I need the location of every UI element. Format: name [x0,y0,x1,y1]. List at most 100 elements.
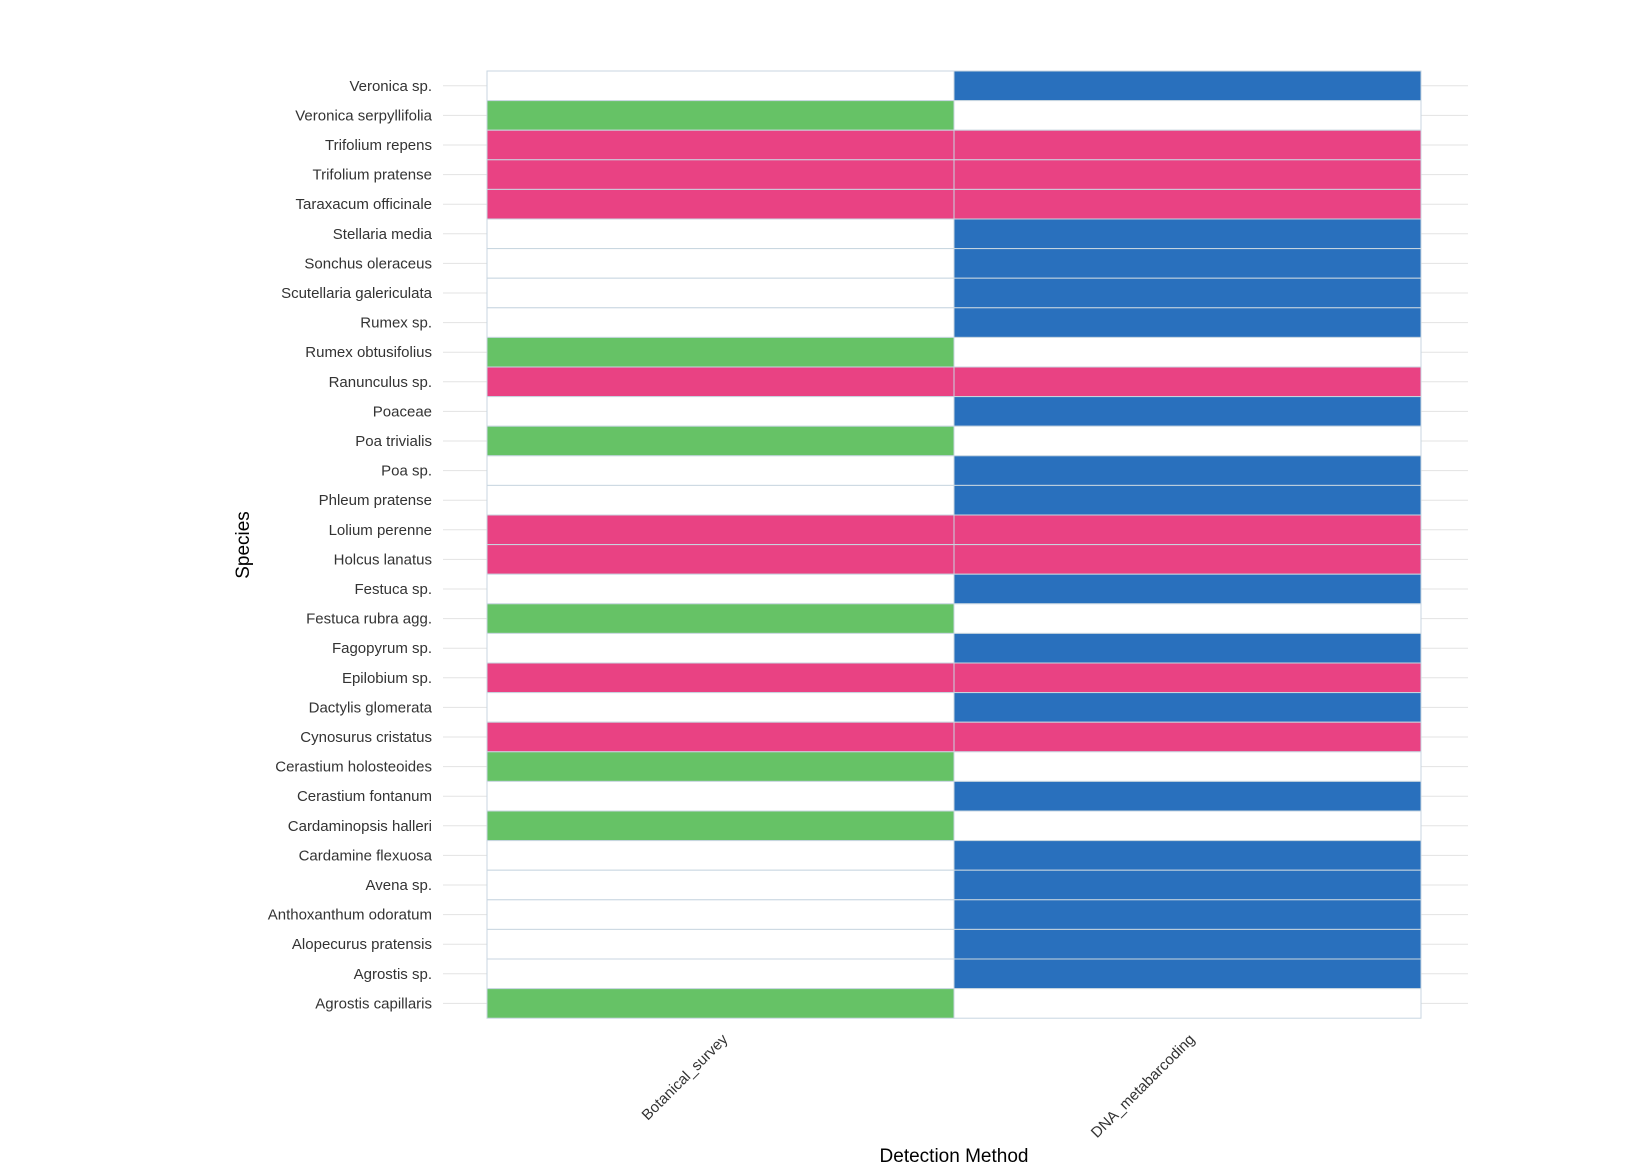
y-tick-label: Festuca sp. [354,581,432,598]
heatmap-cell [486,336,955,368]
x-tick-labels: Botanical_survey DNA_metabarcoding [639,1031,1199,1142]
heatmap-cell [953,484,1422,516]
y-tick-label: Cardamine flexuosa [299,847,433,864]
heatmap-cell [486,159,955,190]
heatmap-cell [486,958,955,990]
heatmap-cell [953,840,1422,871]
y-tick-label: Agrostis capillaris [315,995,432,1012]
heatmap-cell [486,100,955,131]
heatmap-cell [953,100,1422,131]
y-tick-label: Veronica serpyllifolia [295,107,432,124]
heatmap-cell [953,692,1422,723]
heatmap-cell [953,988,1422,1019]
heatmap-cell [486,514,955,546]
heatmap-cell [486,455,955,486]
heatmap-cell [953,70,1422,102]
y-tick-label: Fagopyrum sp. [332,640,432,657]
y-tick-label: Epilobium sp. [342,670,432,687]
y-tick-label: Trifolium pratense [313,167,433,184]
y-tick-label: Poaceae [373,403,432,420]
y-tick-label: Cerastium holosteoides [275,759,432,776]
y-axis-title: Species [233,511,254,579]
heatmap-cell [953,810,1422,842]
heatmap-cell [486,425,955,457]
heatmap-cell [953,455,1422,486]
y-tick-label: Trifolium repens [325,137,432,154]
heatmap-cell [486,573,955,605]
heatmap-cell [486,277,955,309]
y-tick-label: Veronica sp. [349,78,432,95]
heatmap-cell [486,751,955,782]
heatmap-cell [486,248,955,279]
heatmap-cell [953,129,1422,161]
heatmap-cell [953,514,1422,546]
heatmap-cell [953,188,1422,220]
heatmap-cell [486,840,955,871]
y-tick-label: Phleum pratense [319,492,432,509]
heatmap-cell [486,928,955,960]
heatmap-cells [486,70,1422,1019]
heatmap-cell [953,603,1422,634]
y-tick-labels: Veronica sp. Veronica serpyllifolia Trifol… [268,78,433,1013]
heatmap-cell [486,218,955,250]
heatmap-cell [953,751,1422,782]
heatmap-cell [486,780,955,812]
heatmap-cell [953,899,1422,930]
y-tick-label: Alopecurus pratensis [292,936,432,953]
heatmap-cell [486,188,955,220]
y-tick-label: Taraxacum officinale [296,196,432,213]
heatmap-cell [953,159,1422,190]
heatmap-cell [486,632,955,664]
x-axis-title: Detection Method [880,1146,1029,1164]
y-tick-label: Anthoxanthum odoratum [268,907,432,924]
heatmap-cell [953,869,1422,901]
y-tick-label: Holcus lanatus [334,551,432,568]
y-tick-label: Cerastium fontanum [297,788,432,805]
heatmap-cell [486,988,955,1019]
heatmap-cell [953,425,1422,457]
heatmap-cell [486,869,955,901]
heatmap-cell [486,899,955,930]
heatmap-cell [953,277,1422,309]
heatmap-cell [953,366,1422,398]
heatmap-cell [953,307,1422,338]
heatmap-cell [486,129,955,161]
heatmap-cell [953,544,1422,575]
heatmap-cell [953,573,1422,605]
y-tick-label: Agrostis sp. [354,966,432,983]
y-tick-label: Poa trivialis [355,433,432,450]
y-tick-label: Poa sp. [381,463,432,480]
x-tick-label: Botanical_survey [639,1031,732,1124]
heatmap-cell [486,366,955,398]
y-tick-label: Rumex sp. [360,315,432,332]
y-tick-label: Lolium perenne [329,522,432,539]
heatmap-cell [486,692,955,723]
y-tick-label: Scutellaria galericulata [281,285,433,302]
y-tick-label: Avena sp. [366,877,432,894]
heatmap-cell [486,544,955,575]
heatmap-cell [486,810,955,842]
heatmap-cell [953,336,1422,368]
heatmap-cell [486,70,955,102]
y-tick-label: Ranunculus sp. [329,374,432,391]
heatmap-cell [953,632,1422,664]
heatmap-cell [486,396,955,427]
y-tick-label: Dactylis glomerata [309,699,433,716]
heatmap-cell [953,218,1422,250]
heatmap-cell [486,484,955,516]
heatmap-cell [486,307,955,338]
heatmap-cell [486,721,955,753]
y-tick-label: Cardaminopsis halleri [288,818,432,835]
heatmap-cell [953,780,1422,812]
y-tick-label: Sonchus oleraceus [304,255,432,272]
heatmap-cell [953,928,1422,960]
heatmap-cell [953,396,1422,427]
x-tick-label: DNA_metabarcoding [1088,1031,1198,1141]
heatmap-cell [486,662,955,694]
y-tick-label: Rumex obtusifolius [305,344,432,361]
heatmap-cell [953,958,1422,990]
heatmap-cell [953,662,1422,694]
heatmap-cell [953,721,1422,753]
y-tick-label: Stellaria media [333,226,433,243]
y-tick-label: Festuca rubra agg. [306,611,432,628]
